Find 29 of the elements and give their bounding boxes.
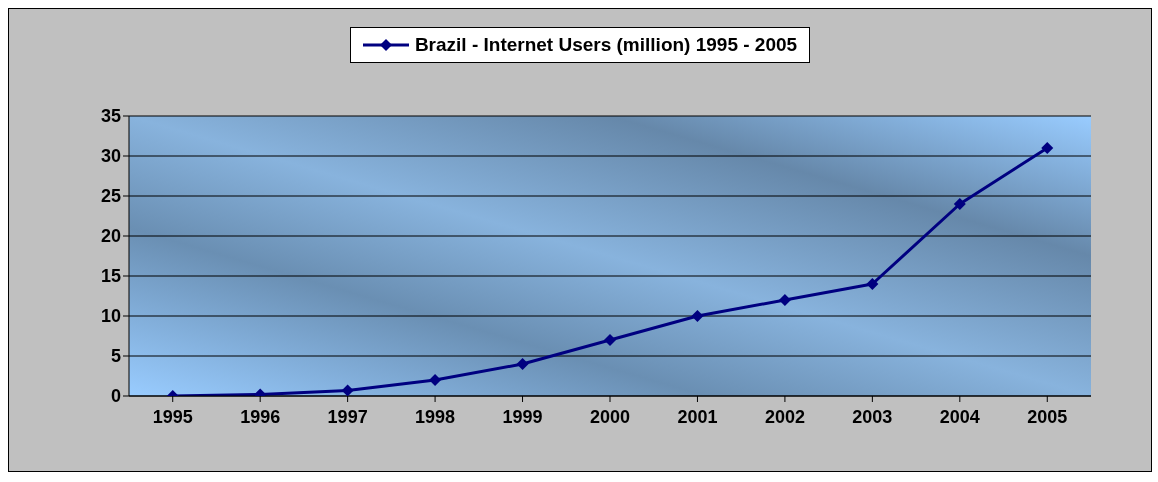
y-tick-label: 10 — [100, 306, 121, 327]
x-tick-label: 2002 — [764, 406, 805, 427]
x-tick-label: 1999 — [502, 406, 543, 427]
point — [516, 358, 529, 370]
point — [341, 384, 354, 396]
x-tick-label: 1996 — [240, 406, 281, 427]
x-tick-label: 1997 — [327, 406, 368, 427]
y-tick-label: 0 — [110, 386, 121, 407]
point — [691, 310, 704, 322]
y-tick-label: 20 — [100, 226, 121, 247]
y-tick-label: 5 — [110, 346, 121, 367]
point — [429, 374, 442, 386]
y-tick-label: 25 — [100, 186, 121, 207]
x-tick-label: 1998 — [415, 406, 456, 427]
point — [953, 198, 966, 210]
x-tick-label: 2005 — [1027, 406, 1068, 427]
point — [1041, 142, 1054, 154]
x-tick-label: 2000 — [589, 406, 631, 427]
x-tick-label: 2001 — [677, 406, 718, 427]
y-tick-label: 30 — [100, 146, 121, 167]
x-tick-label: 2004 — [939, 406, 980, 427]
y-tick-label: 15 — [100, 266, 121, 287]
point — [604, 334, 616, 346]
point — [778, 294, 791, 306]
y-tick-label: 35 — [100, 106, 121, 127]
point — [866, 278, 879, 290]
legend-label: Brazil - Internet Users (million) 1995 - 2005 — [414, 34, 798, 56]
x-tick-label: 2003 — [852, 406, 893, 427]
x-tick-label: 1995 — [152, 406, 193, 427]
